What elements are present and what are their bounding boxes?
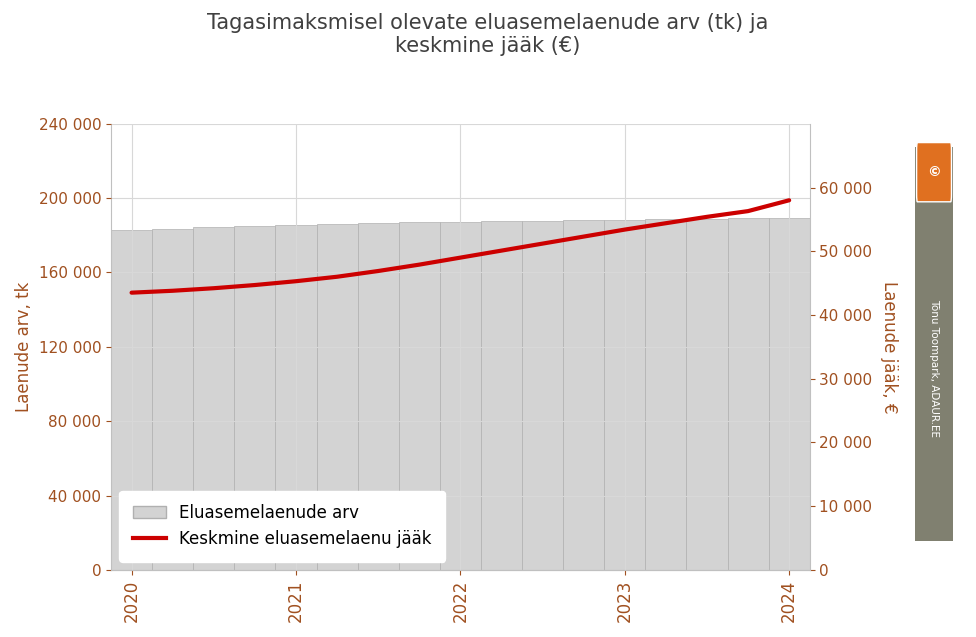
Bar — [686, 218, 727, 570]
Text: Tagasimaksmisel olevate eluasemelaenude arv (tk) ja
keskmine jääk (€): Tagasimaksmisel olevate eluasemelaenude … — [207, 13, 769, 56]
Bar — [111, 230, 152, 570]
FancyBboxPatch shape — [916, 143, 952, 202]
Bar — [193, 227, 234, 570]
Bar — [357, 223, 399, 570]
Bar — [645, 219, 686, 570]
Text: ©: © — [927, 165, 941, 179]
Bar — [769, 218, 810, 570]
Bar — [399, 222, 440, 570]
Y-axis label: Laenude arv, tk: Laenude arv, tk — [15, 282, 33, 412]
Bar — [440, 222, 481, 570]
Y-axis label: Laenude jääk, €: Laenude jääk, € — [879, 280, 898, 413]
Bar — [563, 220, 604, 570]
Bar — [152, 229, 193, 570]
Bar — [604, 220, 645, 570]
Text: Tõnu Toompark, ADAUR.EE: Tõnu Toompark, ADAUR.EE — [929, 299, 939, 437]
Bar — [316, 224, 357, 570]
Bar — [481, 222, 522, 570]
Bar — [522, 221, 563, 570]
Bar — [727, 218, 769, 570]
Legend: Eluasemelaenude arv, Keskmine eluasemelaenu jääk: Eluasemelaenude arv, Keskmine eluasemela… — [119, 490, 445, 562]
Bar — [234, 226, 275, 570]
Bar — [275, 225, 316, 570]
